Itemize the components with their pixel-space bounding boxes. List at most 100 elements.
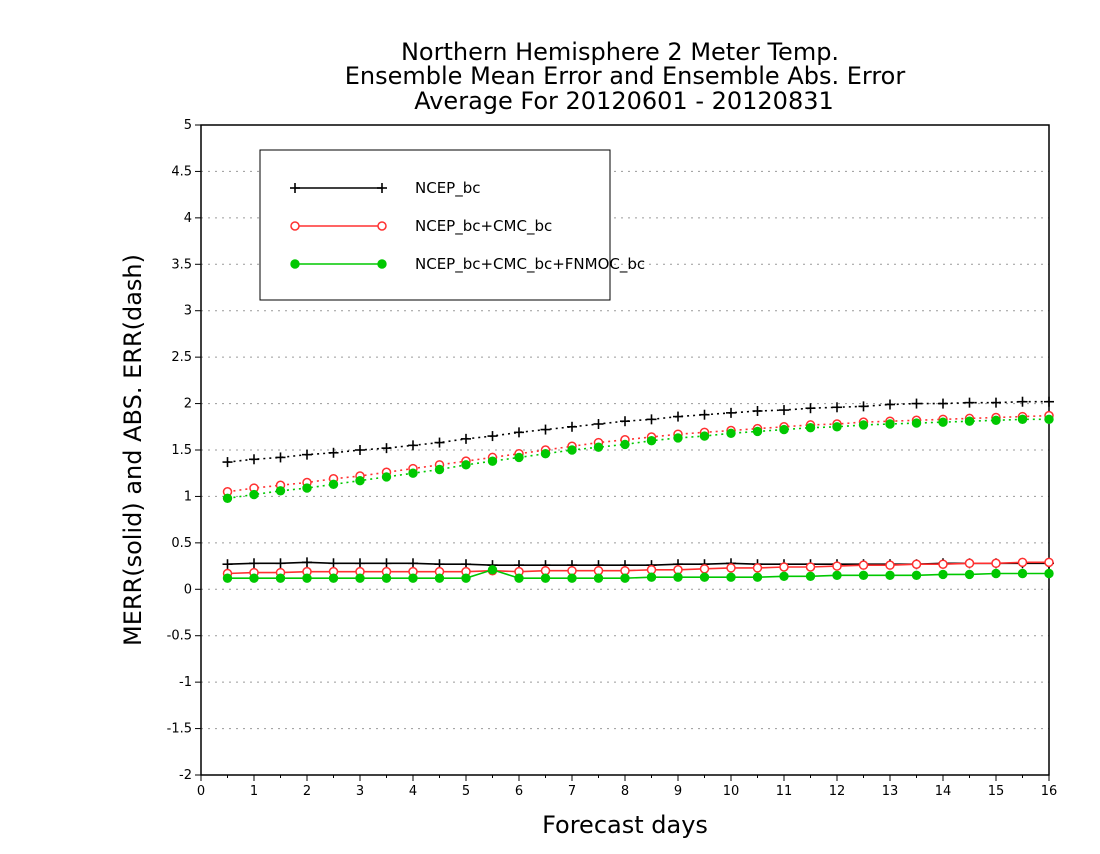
merr-point: [752, 572, 763, 582]
abs-err-point: [832, 402, 842, 413]
merr-point: [381, 573, 392, 583]
y-tick-label: 5: [184, 118, 192, 133]
abs-err-point: [699, 431, 710, 441]
merr-point: [461, 573, 471, 583]
merr-point: [355, 558, 365, 569]
abs-err-point: [434, 437, 445, 448]
x-tick-label: 12: [829, 784, 846, 799]
legend-label: NCEP_bc: [415, 179, 481, 198]
abs-err-point: [938, 398, 948, 409]
merr-point: [964, 558, 975, 569]
y-tick-label: 4: [184, 211, 192, 226]
y-axis-label: MERR(solid) and ABS. ERR(dash): [119, 254, 147, 646]
x-tick-label: 11: [776, 784, 793, 799]
abs-err-point: [673, 433, 683, 443]
abs-err-point: [328, 479, 339, 490]
merr-point: [805, 571, 816, 581]
y-tick-label: 4.5: [171, 164, 192, 179]
x-axis-ticks: 0 1 2 3 4 5 6 7 8 9 10 11 12 13 14 15 16: [197, 775, 1057, 799]
abs-err-point: [593, 419, 604, 429]
merr-point: [673, 572, 683, 582]
legend-marker: [290, 183, 300, 193]
abs-err-point: [779, 424, 789, 435]
x-tick-label: 4: [409, 784, 417, 799]
abs-err-point: [699, 409, 710, 420]
merr-point: [858, 560, 869, 570]
abs-err-point: [302, 483, 312, 493]
merr-point: [1017, 568, 1028, 579]
abs-err-point: [381, 443, 392, 454]
merr-point: [302, 573, 312, 583]
x-tick-label: 0: [197, 784, 205, 799]
legend-entry-3: NCEP_bc+CMC_bc+FNMOC_bc: [290, 255, 645, 274]
title-line-2: Ensemble Mean Error and Ensemble Abs. Er…: [345, 62, 906, 90]
x-tick-label: 6: [515, 784, 523, 799]
abs-err-point: [885, 399, 895, 410]
x-tick-label: 7: [568, 784, 576, 799]
merr-point: [911, 570, 922, 581]
abs-err-point: [1044, 396, 1054, 407]
series-2: [222, 410, 1054, 579]
abs-err-point: [540, 424, 551, 435]
merr-point: [249, 558, 259, 569]
merr-point: [302, 557, 312, 568]
abs-err-line: [227, 414, 1050, 493]
merr-point: [434, 573, 445, 583]
merr-point: [885, 570, 895, 581]
abs-err-point: [540, 449, 551, 459]
abs-err-point: [1044, 414, 1054, 425]
merr-point: [726, 572, 736, 582]
abs-err-point: [620, 416, 630, 427]
abs-err-point: [593, 442, 604, 452]
merr-point: [885, 560, 895, 570]
abs-err-point: [938, 417, 948, 427]
x-tick-label: 1: [250, 784, 258, 799]
merr-point: [832, 570, 842, 581]
chart-title: Northern Hemisphere 2 Meter Temp. Ensemb…: [345, 38, 906, 115]
abs-err-point: [832, 422, 842, 432]
abs-err-line: [227, 400, 1049, 463]
merr-point: [1017, 557, 1028, 568]
merr-point: [699, 564, 710, 574]
abs-err-point: [646, 436, 657, 446]
legend-label: NCEP_bc+CMC_bc: [415, 217, 552, 236]
x-tick-label: 3: [356, 784, 364, 799]
abs-err-point: [249, 489, 259, 500]
x-tick-label: 13: [882, 784, 899, 799]
abs-err-point: [885, 419, 895, 429]
abs-err-point: [964, 397, 975, 408]
abs-err-point: [222, 493, 233, 503]
y-tick-label: 0: [184, 582, 192, 597]
legend-marker: [290, 221, 300, 231]
merr-point: [991, 558, 1001, 569]
y-tick-label: -2: [179, 768, 192, 783]
y-tick-label: 3: [184, 304, 192, 319]
x-tick-label: 9: [674, 784, 682, 799]
x-tick-label: 10: [723, 784, 740, 799]
abs-err-point: [328, 447, 339, 458]
merr-point: [408, 558, 418, 569]
merr-point: [593, 573, 604, 583]
y-tick-label: 3.5: [171, 257, 192, 272]
y-tick-label: 2.5: [171, 350, 192, 365]
abs-err-point: [381, 472, 392, 482]
abs-err-point: [1017, 396, 1028, 407]
series-3: [222, 414, 1054, 583]
abs-err-point: [222, 457, 233, 468]
abs-err-point: [991, 415, 1001, 425]
merr-point: [540, 573, 551, 583]
x-tick-label: 16: [1041, 784, 1058, 799]
legend-box: [259, 149, 611, 301]
merr-point: [328, 558, 339, 569]
y-tick-label: -1.5: [167, 722, 192, 737]
abs-err-point: [249, 454, 259, 465]
merr-point: [991, 568, 1001, 579]
abs-err-point: [514, 427, 524, 438]
merr-point: [620, 573, 630, 583]
merr-point: [487, 565, 498, 575]
abs-err-point: [514, 452, 524, 463]
abs-err-point: [487, 431, 498, 442]
abs-err-point: [858, 420, 869, 430]
merr-point: [938, 559, 948, 569]
